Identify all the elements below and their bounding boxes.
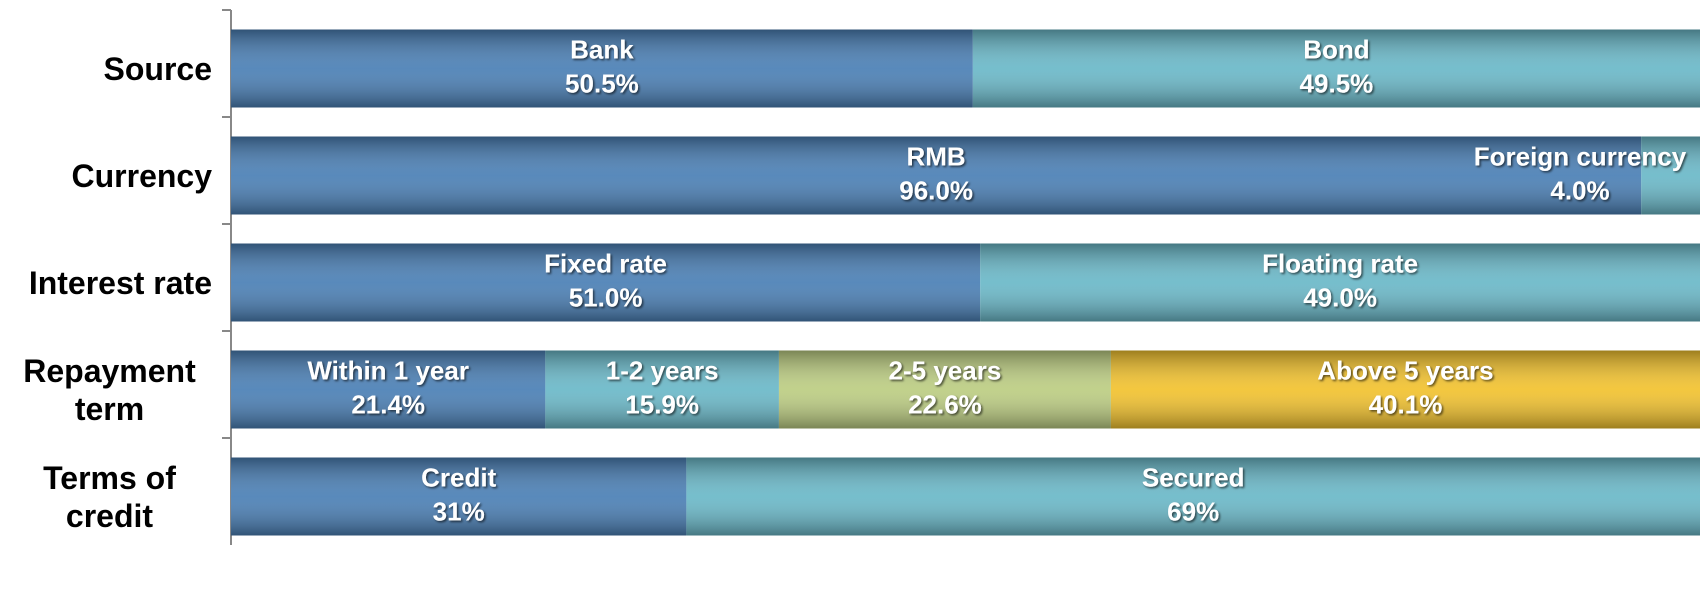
segment-value: 69% (1167, 496, 1219, 526)
category-text: Currency (71, 157, 213, 194)
segment-value: 50.5% (565, 68, 639, 98)
segment-name: Bond (1303, 34, 1369, 64)
segment-value: 96.0% (899, 175, 973, 205)
category-text: Terms of credit (43, 459, 176, 534)
segment-name: Credit (421, 462, 496, 492)
segment-name: 2-5 years (889, 355, 1002, 385)
segment-value: 51.0% (569, 282, 643, 312)
segment-name: RMB (907, 141, 966, 171)
bar-shade (972, 29, 1700, 108)
category-text: Source (103, 50, 212, 87)
category-label: Terms of credit (0, 443, 212, 550)
category-label: Source (0, 15, 212, 122)
segment-value: 40.1% (1369, 389, 1443, 419)
category-text: Interest rate (28, 264, 212, 301)
bar-shade (231, 457, 687, 536)
bar-shade (231, 350, 546, 429)
category-text: Repayment term (23, 352, 196, 427)
bar-shade (686, 457, 1700, 536)
segment-name: Foreign currency (1474, 141, 1687, 171)
bar-shade (231, 136, 1642, 215)
segment-name: Above 5 years (1317, 355, 1493, 385)
segment-name: Secured (1142, 462, 1245, 492)
segment-name: Floating rate (1262, 248, 1418, 278)
segment-value: 22.6% (908, 389, 982, 419)
segment-name: Fixed rate (544, 248, 667, 278)
category-label: Interest rate (0, 229, 212, 336)
segment-value: 15.9% (625, 389, 699, 419)
bar-shade (231, 29, 973, 108)
segment-name: Within 1 year (307, 355, 469, 385)
category-label: Repayment term (0, 336, 212, 443)
segment-value: 21.4% (351, 389, 425, 419)
bar-shade (1110, 350, 1700, 429)
bar-shade (1641, 136, 1700, 215)
segment-name: Bank (570, 34, 634, 64)
bar-shade (231, 243, 981, 322)
bar-shade (778, 350, 1111, 429)
category-label: Currency (0, 122, 213, 229)
bar-shade (980, 243, 1700, 322)
segment-value: 49.5% (1300, 68, 1374, 98)
segment-value: 4.0% (1550, 175, 1609, 205)
segment-name: 1-2 years (606, 355, 719, 385)
segment-value: 49.0% (1303, 282, 1377, 312)
segment-value: 31% (433, 496, 485, 526)
bar-shade (545, 350, 779, 429)
